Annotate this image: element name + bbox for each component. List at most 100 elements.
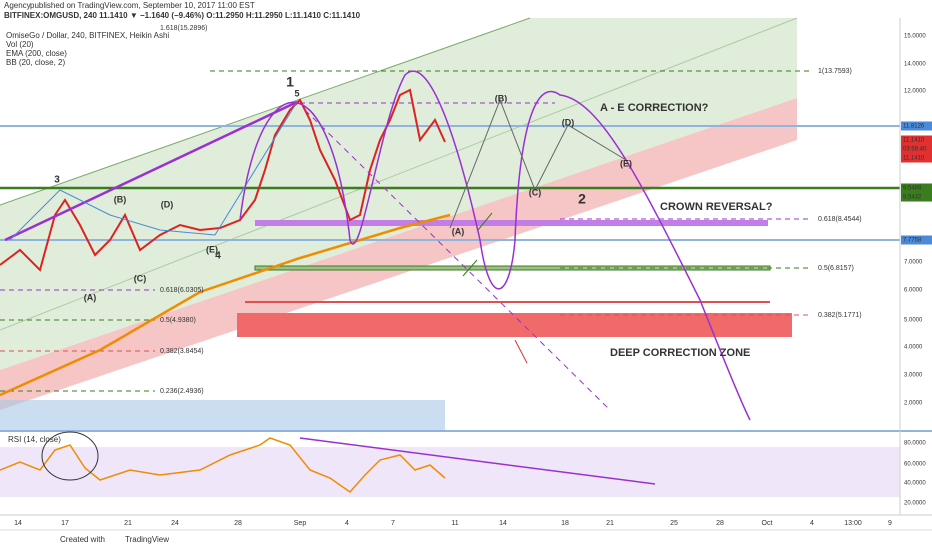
- time-tick: 25: [670, 520, 678, 527]
- time-tick: 24: [171, 520, 179, 527]
- fib-label: 0.5(6.8157): [818, 265, 854, 272]
- rsi-band: [0, 447, 900, 497]
- annotation: DEEP CORRECTION ZONE: [610, 347, 750, 359]
- wave-label: 5: [294, 88, 299, 98]
- legend-entry: Vol (20): [6, 40, 34, 49]
- price-tick: 6.0000: [904, 288, 923, 294]
- footer-brand[interactable]: TradingView: [125, 535, 169, 544]
- green-channel: [0, 18, 797, 370]
- rsi-circle: [41, 431, 99, 481]
- price-badge-label: 11.1410: [903, 138, 925, 144]
- time-tick: 28: [234, 520, 242, 527]
- price-badge: [901, 235, 932, 245]
- time-tick: 14: [14, 520, 22, 527]
- wave-label: 3: [54, 175, 60, 186]
- fib-label: 1.618(15.2896): [160, 25, 207, 32]
- price-badge-label: 11.8126: [903, 124, 925, 130]
- time-tick: Oct: [762, 520, 773, 527]
- time-tick: 4: [345, 520, 349, 527]
- wave-label: (A): [452, 226, 465, 236]
- wave-label: (B): [114, 194, 127, 204]
- wave-label: (B): [495, 93, 508, 103]
- price-tick: 14.0000: [904, 62, 926, 68]
- fib-label: 0.618(8.4544): [818, 216, 862, 223]
- ae-path: [449, 98, 627, 229]
- price-tick: 7.0000: [904, 260, 923, 266]
- wave-label: (C): [529, 187, 542, 197]
- channel-line: [0, 17, 798, 331]
- price-badge: [901, 144, 932, 154]
- fib-lines: [0, 70, 810, 392]
- publisher[interactable]: Agency: [4, 1, 31, 10]
- fib-label: 0.618(6.0305): [160, 287, 204, 294]
- price-badge: [901, 183, 932, 193]
- rsi-line: [0, 437, 446, 493]
- published: published on TradingView.com, September …: [30, 1, 255, 10]
- arrow: [514, 339, 528, 364]
- wave-line: [9, 101, 298, 241]
- annotation: CROWN REVERSAL?: [660, 201, 773, 213]
- footer-created: Created with: [60, 535, 105, 544]
- channel-line: [0, 17, 531, 206]
- rsi-tick: 20.0000: [904, 501, 926, 507]
- wave-label: (E): [206, 244, 218, 254]
- legend-entry: BB (20, close, 2): [6, 58, 65, 67]
- arrow: [462, 259, 478, 277]
- price-tick: 5.0000: [904, 318, 923, 324]
- level-band: [254, 265, 771, 271]
- time-tick: 13:00: [844, 520, 862, 527]
- fib-label: 0.382(5.1771): [818, 312, 862, 319]
- wave-label: (D): [562, 117, 575, 127]
- wave-line: [4, 100, 298, 242]
- price-badge: [901, 121, 932, 131]
- legend-entry: OmiseGo / Dollar, 240, BITFINEX, Heikin …: [6, 31, 169, 40]
- red-channel: [0, 98, 797, 410]
- time-tick: 4: [810, 520, 814, 527]
- price-badge-label: 9.5488: [903, 186, 922, 192]
- time-tick: 21: [124, 520, 132, 527]
- wave-label: (C): [134, 273, 147, 283]
- arrow: [477, 212, 493, 231]
- rsi-tick: 40.0000: [904, 481, 926, 487]
- price-badge: [901, 192, 932, 202]
- time-tick: 17: [61, 520, 69, 527]
- rsi-trendline: [299, 437, 656, 485]
- fib-label: 0.236(2.4936): [160, 388, 204, 395]
- time-tick: 28: [716, 520, 724, 527]
- price-badge: [901, 135, 932, 145]
- annotation: A - E CORRECTION?: [600, 102, 709, 114]
- fib-label: 0.5(4.9380): [160, 317, 196, 324]
- legend-entry: EMA (200, close): [6, 49, 67, 58]
- time-tick: 11: [451, 520, 458, 527]
- level-band: [255, 220, 768, 226]
- fib-label: 0.382(3.8454): [160, 348, 204, 355]
- symbol-line: BITFINEX:OMGUSD, 240 11.1410 ▼ −1.1640 (…: [4, 11, 361, 20]
- time-tick: 7: [391, 520, 395, 527]
- price-tick: 2.0000: [904, 401, 923, 407]
- dash-line: [304, 109, 611, 411]
- price-tick: 3.0000: [904, 373, 923, 379]
- price-badge: [901, 153, 932, 163]
- price-tick: 15.0000: [904, 34, 926, 40]
- time-tick: 18: [561, 520, 569, 527]
- fib-label: 1(13.7593): [818, 68, 852, 75]
- volume-area: [0, 400, 445, 430]
- time-tick: 14: [499, 520, 507, 527]
- rsi-title: RSI (14, close): [8, 435, 61, 444]
- price-badge-label: 7.7758: [903, 238, 922, 244]
- price-badge-label: 03:59:40: [903, 147, 927, 153]
- ema-line: [0, 213, 451, 397]
- time-tick: Sep: [294, 520, 307, 527]
- rsi-tick: 80.0000: [904, 441, 926, 447]
- crown-curve: [239, 70, 751, 421]
- wave-label: 1: [286, 74, 294, 90]
- wave-label: (A): [84, 292, 97, 302]
- price-tick: 4.0000: [904, 345, 923, 351]
- price-badge-label: 11.1410: [903, 156, 925, 162]
- time-tick: 9: [888, 520, 892, 527]
- deep-zone: [237, 313, 792, 337]
- rsi-tick: 60.0000: [904, 462, 926, 468]
- wave-label: 4: [215, 251, 221, 262]
- price-tick: 12.0000: [904, 89, 926, 95]
